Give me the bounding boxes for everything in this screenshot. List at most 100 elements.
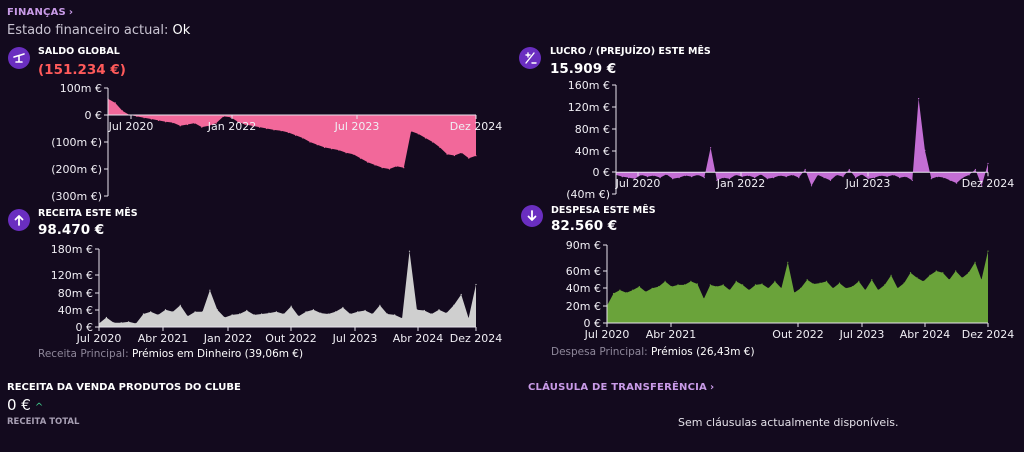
lucro-point xyxy=(867,178,869,180)
receita-x-tick-label: Jan 2022 xyxy=(203,332,252,345)
lucro-point xyxy=(697,174,699,176)
saldo-point xyxy=(201,126,203,128)
receita-point xyxy=(283,313,285,315)
despesa-point xyxy=(677,284,679,286)
despesa-x-tick-label: Dez 2024 xyxy=(962,328,1015,341)
lucro-point xyxy=(728,178,731,180)
despesa-point xyxy=(948,279,950,281)
receita-point xyxy=(253,314,255,316)
despesa-point xyxy=(729,289,731,291)
saldo-point xyxy=(345,152,347,154)
despesa-point xyxy=(632,289,634,291)
receita-area xyxy=(99,251,476,327)
despesa-point xyxy=(671,286,673,288)
lucro-area xyxy=(616,98,988,186)
saldo-point xyxy=(417,133,419,135)
receita-x-tick-label: Out 2022 xyxy=(265,332,316,345)
saldo-point xyxy=(280,130,282,132)
lucro-point xyxy=(640,174,642,176)
despesa-point xyxy=(845,287,847,289)
despesa-point xyxy=(838,282,841,284)
receita-point xyxy=(408,250,411,252)
despesa-point xyxy=(922,280,924,282)
lucro-point xyxy=(791,174,794,176)
receita-point xyxy=(453,304,455,306)
lucro-point xyxy=(628,177,630,179)
saldo-point xyxy=(432,141,434,143)
lucro-point xyxy=(836,174,838,176)
receita-point xyxy=(164,309,167,311)
receita-point xyxy=(364,309,366,312)
receita-point xyxy=(172,311,174,313)
chevron-right-icon: › xyxy=(68,7,74,18)
despesa-point xyxy=(619,289,621,291)
despesa-main-label: Despesa Principal: xyxy=(551,346,648,358)
receita-x-tick-label: Jul 2020 xyxy=(76,332,122,345)
transfer-clause-link[interactable]: CLÁUSULA DE TRANSFERÊNCIA › xyxy=(528,382,714,393)
saldo-point xyxy=(302,137,304,139)
receita-point xyxy=(201,311,204,313)
saldo-point xyxy=(323,146,326,148)
receita-point xyxy=(342,306,344,309)
lucro-point xyxy=(899,177,901,179)
despesa-point xyxy=(651,287,653,289)
merch-revenue: 0 € ^ xyxy=(7,396,43,414)
despesa-title: DESPESA ESTE MÊS xyxy=(551,205,656,216)
lucro-point xyxy=(785,176,787,178)
despesa-point xyxy=(916,277,918,279)
saldo-point xyxy=(215,122,217,124)
financial-status-label: Estado financeiro actual: xyxy=(7,23,169,38)
saldo-point xyxy=(251,125,253,127)
receita-point xyxy=(290,305,292,307)
lucro-y-tick-label: 160m € xyxy=(568,79,610,92)
saldo-point xyxy=(475,155,477,157)
saldo-point xyxy=(424,137,427,139)
receita-x-tick-label: Abr 2024 xyxy=(393,332,444,345)
lucro-point xyxy=(949,179,951,181)
receita-y-tick-label: 120m € xyxy=(51,269,93,282)
receita-point xyxy=(231,314,233,316)
despesa-point xyxy=(664,280,666,282)
saldo-point xyxy=(374,164,376,166)
financial-status: Estado financeiro actual: Ok xyxy=(7,23,190,38)
saldo-x-tick-label: Jul 2023 xyxy=(334,120,380,133)
saldo-point xyxy=(172,122,174,124)
despesa-point xyxy=(890,274,892,276)
lucro-point xyxy=(735,174,737,176)
saldo-point xyxy=(222,115,225,117)
lucro-point xyxy=(810,185,813,187)
receita-y-tick-label: 80m € xyxy=(58,287,93,300)
lucro-point xyxy=(905,176,907,178)
lucro-y-tick-label: 40m € xyxy=(575,145,610,158)
despesa-x-tick-label: Out 2022 xyxy=(772,328,823,341)
despesa-point xyxy=(909,272,912,274)
despesa-main-source: Despesa Principal: Prémios (26,43m €) xyxy=(551,346,755,358)
finances-section-link[interactable]: FINANÇAS › xyxy=(7,7,73,18)
despesa-x-tick-label: Abr 2024 xyxy=(900,328,951,341)
lucro-point xyxy=(766,178,768,180)
despesa-point xyxy=(612,292,615,295)
saldo-y-tick-label: 0 € xyxy=(85,109,103,122)
arrow-up-icon xyxy=(8,209,30,231)
despesa-point xyxy=(806,279,808,281)
saldo-point xyxy=(136,115,138,117)
receita-point xyxy=(371,313,374,315)
receita-y-tick-label: 180m € xyxy=(51,243,93,256)
receita-point xyxy=(416,309,418,311)
receita-main-value: Prémios em Dinheiro (39,06m €) xyxy=(131,348,304,360)
despesa-point xyxy=(800,287,802,289)
despesa-point xyxy=(638,286,640,288)
lucro-point xyxy=(848,168,850,171)
saldo-point xyxy=(468,157,470,159)
saldo-point xyxy=(316,144,318,146)
despesa-point xyxy=(625,292,627,294)
receita-point xyxy=(113,322,115,324)
receita-title: RECEITA ESTE MÊS xyxy=(38,208,138,219)
despesa-point xyxy=(658,286,660,288)
saldo-point xyxy=(258,126,261,128)
transfer-clause-empty: Sem cláusulas actualmente disponíveis. xyxy=(678,416,899,429)
receita-point xyxy=(386,313,388,315)
receita-point xyxy=(105,316,107,319)
saldo-value: (151.234 €) xyxy=(38,62,126,78)
merch-revenue-value: 0 € xyxy=(7,396,31,414)
